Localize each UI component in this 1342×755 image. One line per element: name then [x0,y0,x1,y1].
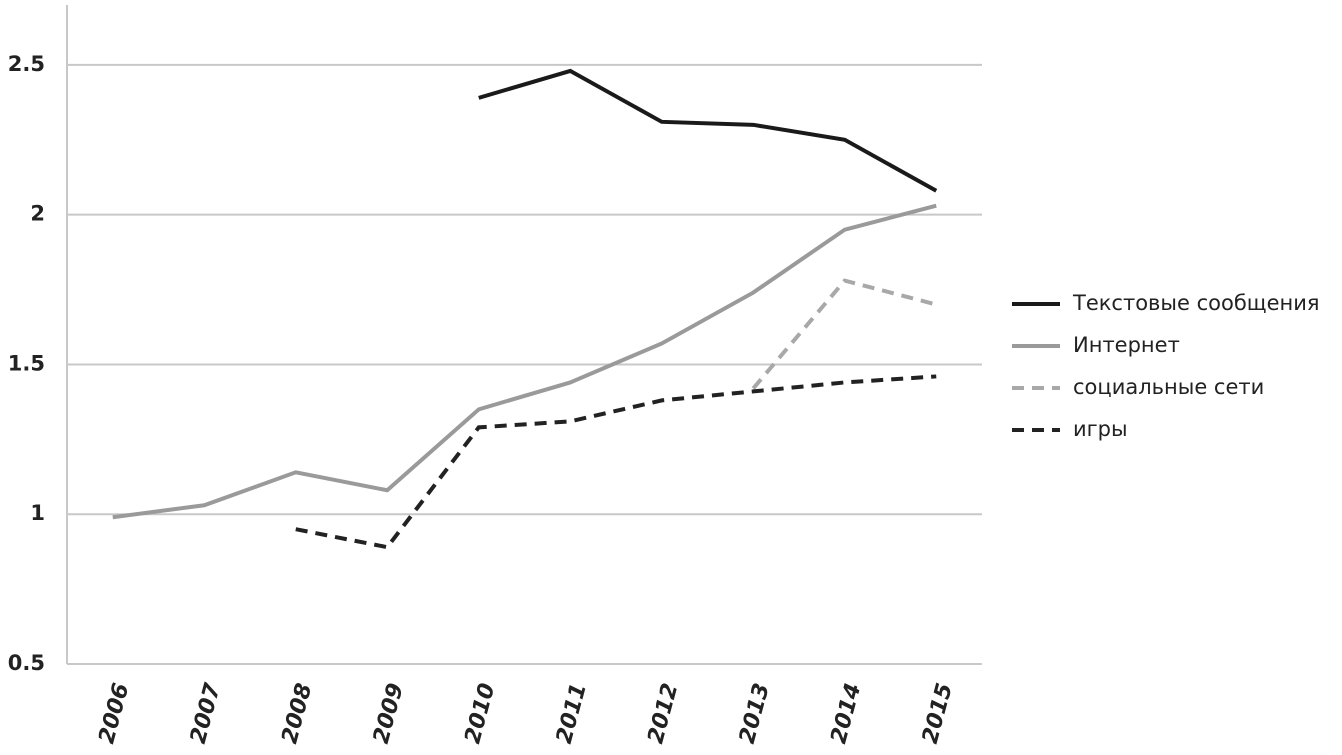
legend-label: игры [1073,417,1128,441]
y-tick-label: 0.5 [8,651,45,675]
x-tick-label: 2006 [94,681,134,747]
x-tick-label: 2009 [369,681,409,747]
x-tick-label: 2011 [552,681,592,747]
legend-label: Текстовые сообщения [1072,291,1320,315]
x-tick-label: 2010 [460,681,500,747]
series-line [295,374,937,550]
legend-label: социальные сети [1073,375,1264,399]
y-tick-label: 2 [30,202,45,226]
series-line [112,203,937,520]
legend-label: Интернет [1073,333,1180,357]
series-line [751,278,937,390]
x-tick-label: 2008 [277,681,317,747]
x-tick-label: 2013 [735,681,775,747]
x-tick-label: 2012 [643,681,683,747]
x-tick-label: 2015 [918,681,958,747]
series-line [478,68,938,193]
x-tick-label: 2014 [826,681,866,747]
y-tick-label: 1 [30,501,45,525]
y-tick-label: 1.5 [8,351,45,375]
x-tick-label: 2007 [186,680,226,746]
y-tick-label: 2.5 [8,52,45,76]
